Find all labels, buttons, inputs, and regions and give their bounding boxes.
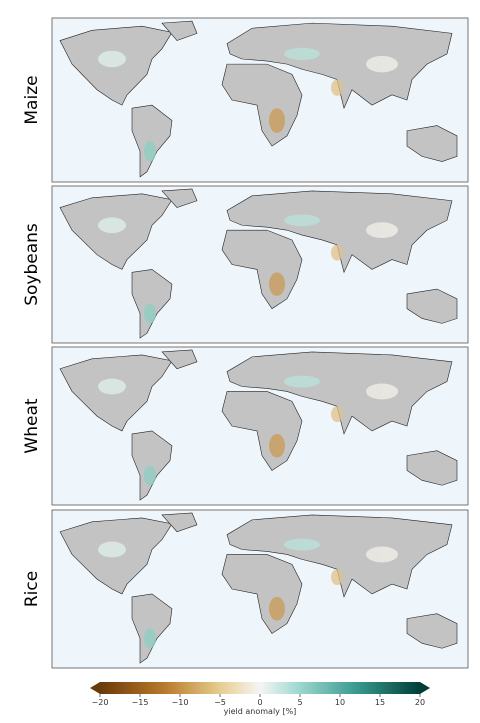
panel-frame [51, 17, 469, 183]
panel-frame [51, 185, 469, 344]
panel-label: Wheat [22, 398, 42, 453]
colorbar-gradient [100, 682, 420, 694]
panel-frame [51, 509, 469, 669]
map-panel: Maize [22, 17, 469, 183]
panel-label: Maize [22, 75, 42, 124]
world-map [52, 510, 468, 668]
map-panel: Rice [22, 509, 469, 669]
colorbar-extend-high [420, 682, 430, 694]
world-map [52, 347, 468, 505]
world-map [52, 18, 468, 182]
panel-label: Rice [22, 571, 42, 607]
colorbar-tick-label: 20 [415, 698, 425, 707]
colorbar-tick-label: −5 [214, 698, 226, 707]
map-panel: Soybeans [22, 185, 469, 344]
colorbar-label: yield anomaly [%] [224, 707, 297, 716]
panel-frame [51, 346, 469, 506]
colorbar-tick-label: 10 [335, 698, 345, 707]
colorbar-extend-low [90, 682, 100, 694]
colorbar-tick-label: 15 [375, 698, 385, 707]
colorbar: yield anomaly [%] −20 −15 −10 −5 0 5 10 15 20 [90, 682, 430, 716]
world-map [52, 186, 468, 343]
map-panels: Maize Soybeans Wheat Rice [22, 17, 469, 669]
colorbar-tick-label: −15 [132, 698, 149, 707]
map-panel: Wheat [22, 346, 469, 506]
colorbar-tick-label: 5 [297, 698, 302, 707]
colorbar-tick-label: −10 [172, 698, 189, 707]
panel-label: Soybeans [22, 223, 42, 306]
colorbar-tick-label: −20 [92, 698, 109, 707]
colorbar-tick-label: 0 [257, 698, 262, 707]
